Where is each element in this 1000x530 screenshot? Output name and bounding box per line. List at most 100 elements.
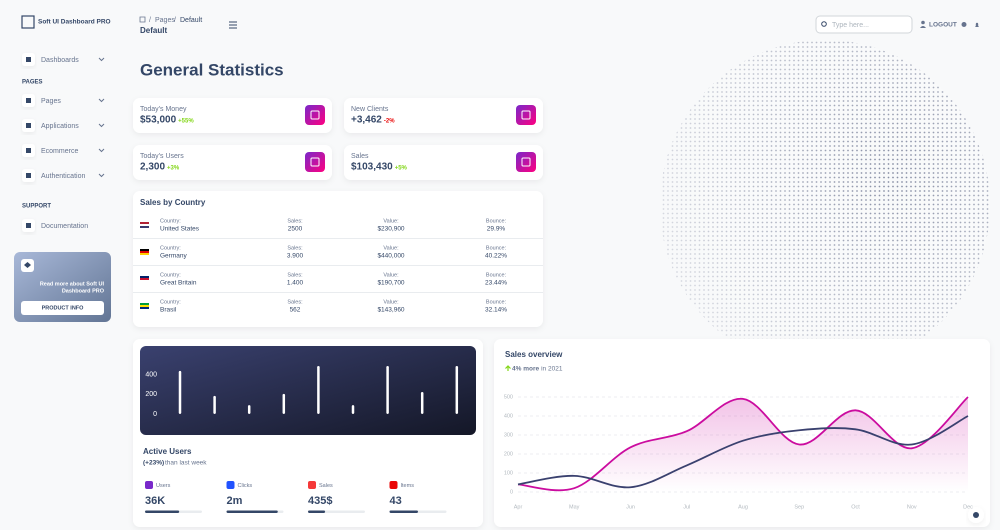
item-value: 435$ (308, 495, 332, 507)
nav-label[interactable]: Authentication (41, 173, 85, 180)
stat-icon (305, 105, 325, 125)
x-tick-label: Apr (514, 504, 523, 510)
table-cell: Brasil (160, 307, 177, 314)
column-header: Sales: (287, 299, 303, 305)
table-cell: United States (160, 226, 200, 233)
search-box[interactable] (815, 15, 913, 34)
nav-documentation[interactable]: Documentation (22, 219, 88, 232)
table-cell: 23.44% (485, 280, 507, 287)
table-cell: 2500 (288, 226, 303, 233)
bar (420, 391, 424, 414)
stat-glyph (310, 110, 320, 120)
stat-value: +3,462 (351, 115, 382, 126)
up-arrow (505, 365, 511, 371)
x-tick-label: Jun (626, 504, 635, 510)
chevron (98, 98, 105, 103)
nav-glyph (26, 123, 31, 128)
table-cell: 40.22% (485, 253, 507, 260)
section-heading: SUPPORT (22, 204, 51, 210)
flag (140, 303, 149, 305)
search-placeholder: Type here... (832, 22, 869, 29)
flag (140, 224, 149, 226)
column-header: Country: (160, 272, 181, 278)
table-cell: $440,000 (377, 253, 404, 260)
nav-label: Dashboards (41, 57, 79, 64)
item-value: 36K (145, 495, 165, 507)
y-tick-label: 400 (145, 372, 157, 379)
column-header: Bounce: (486, 245, 507, 251)
subtitle-highlight: 4% more (512, 366, 539, 373)
stat-change: +3% (167, 166, 180, 172)
help-card: Read more about Soft UI Dashboard PRO PR… (14, 252, 111, 322)
stat-card (344, 145, 543, 180)
card-title: Sales overview (505, 350, 563, 359)
y-tick-label: 100 (504, 470, 513, 476)
column-header: Bounce: (486, 272, 507, 278)
table-cell: $190,700 (377, 280, 404, 287)
stat-label: Today's Money (140, 106, 187, 113)
breadcrumb: Default (180, 17, 202, 24)
item-label: Sales (319, 483, 333, 489)
stat-value: 2,300 (140, 162, 165, 173)
nav-dashboards[interactable]: Dashboards (22, 53, 105, 66)
table-cell: Germany (160, 253, 187, 260)
table-cell: $143,960 (377, 307, 404, 314)
column-header: Country: (160, 299, 181, 305)
flag (140, 249, 149, 251)
column-header: Value: (383, 272, 399, 278)
home-icon[interactable] (139, 16, 146, 23)
item-label: Users (156, 483, 171, 489)
stat-glyph (521, 110, 531, 120)
progress-bar (389, 510, 418, 513)
column-header: Sales: (287, 245, 303, 251)
stat-icon (516, 105, 536, 125)
y-tick-label: 200 (145, 391, 157, 398)
bar (386, 365, 389, 414)
sales-by-country-card (133, 191, 543, 327)
x-tick-label: Jul (683, 504, 690, 510)
notifications-icon[interactable] (975, 22, 979, 27)
item-label: Items (401, 483, 415, 489)
nav-label[interactable]: Applications (41, 123, 79, 130)
x-tick-label: Oct (851, 504, 860, 510)
chevron (98, 148, 105, 153)
menu-toggle[interactable] (229, 21, 237, 29)
page-title: General Statistics (140, 60, 284, 79)
table-cell: 3.900 (287, 253, 304, 260)
table-cell: 562 (290, 307, 301, 314)
settings-icon[interactable] (961, 22, 967, 27)
stat-value: $103,430 (351, 162, 393, 173)
stat-glyph (521, 157, 531, 167)
stat-label: Sales (351, 153, 369, 160)
y-tick-label: 0 (153, 411, 157, 418)
bar-chart-background (140, 346, 476, 435)
x-tick-label: Sep (794, 504, 804, 510)
flag (140, 251, 149, 253)
nav-label[interactable]: Pages (41, 98, 61, 105)
flag (140, 280, 149, 282)
brand[interactable]: Soft UI Dashboard PRO (38, 19, 111, 26)
y-tick-label: 200 (504, 451, 513, 457)
progress-bar (145, 510, 180, 513)
subtitle: than last week (165, 460, 207, 467)
stat-icon (516, 152, 536, 172)
nav-label: Documentation (41, 223, 88, 230)
logout[interactable]: LOGOUT (929, 22, 957, 29)
button-label: PRODUCT INFO (42, 305, 85, 311)
help-text: Dashboard PRO (62, 288, 105, 294)
item-value: 2m (227, 495, 243, 507)
table-cell: Great Britain (160, 280, 197, 287)
nav-label[interactable]: Ecommerce (41, 148, 78, 155)
chevron (98, 173, 105, 178)
flag (140, 305, 149, 307)
column-header: Country: (160, 245, 181, 251)
stat-glyph (310, 157, 320, 167)
item-label: Clicks (238, 483, 253, 489)
column-header: Bounce: (486, 218, 507, 224)
x-tick-label: Nov (907, 504, 917, 510)
y-tick-label: 400 (504, 413, 513, 419)
breadcrumb[interactable]: Pages (155, 17, 175, 24)
stat-card (133, 145, 332, 180)
product-info-button[interactable] (21, 301, 104, 315)
